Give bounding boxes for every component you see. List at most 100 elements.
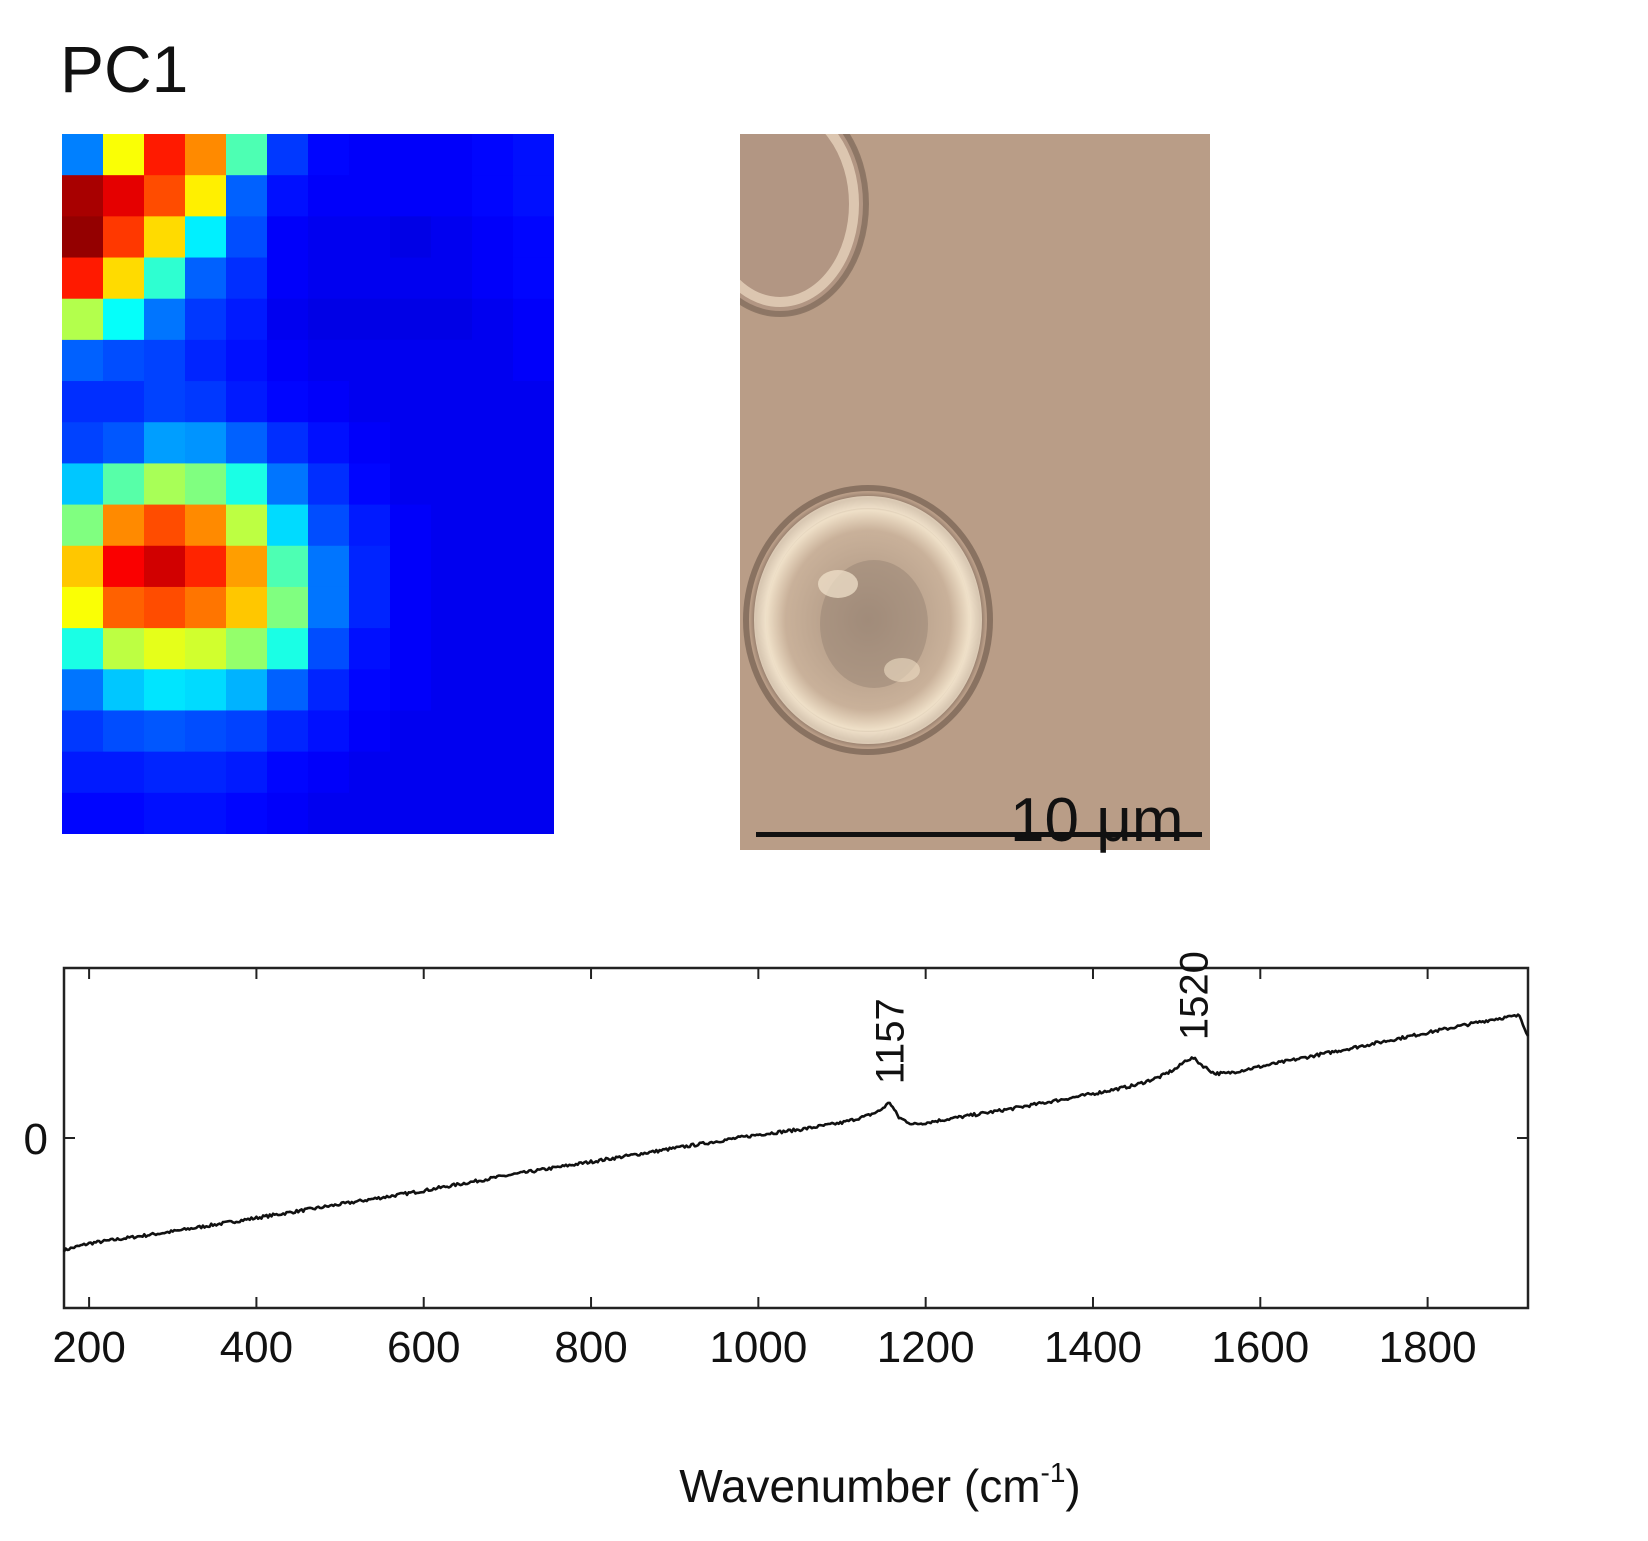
heatmap-cell — [185, 628, 227, 670]
heatmap-cell — [62, 710, 104, 753]
panel-title: PC1 — [60, 32, 189, 106]
heatmap-cell — [431, 381, 473, 423]
heatmap-cell — [513, 751, 554, 794]
heatmap-cell — [390, 792, 432, 834]
heatmap-cell — [144, 545, 186, 588]
heatmap-cell — [144, 381, 186, 423]
heatmap-cell — [185, 463, 227, 506]
heatmap-cell — [144, 792, 186, 834]
spectrum-series — [62, 1013, 1530, 1253]
heatmap-cell — [185, 586, 227, 629]
heatmap-cell — [308, 175, 350, 217]
heatmap-cell — [185, 134, 227, 176]
heatmap-cell — [62, 545, 104, 588]
cell-micrograph — [740, 134, 1210, 850]
heatmap-cell — [308, 463, 350, 506]
heatmap-cell — [103, 298, 145, 341]
x-tick-label: 400 — [220, 1323, 293, 1372]
heatmap-cell — [390, 751, 432, 794]
heatmap-cell — [144, 257, 186, 300]
heatmap-cell — [472, 339, 514, 382]
heatmap-cell — [144, 628, 186, 670]
heatmap-cell — [103, 134, 145, 176]
x-axis-label: Wavenumber (cm-1) — [679, 1457, 1081, 1512]
heatmap-cell — [349, 298, 391, 341]
plot-frame — [62, 966, 1530, 1310]
x-axis-label-superscript: -1 — [1041, 1457, 1066, 1488]
heatmap-cell — [103, 216, 145, 259]
heatmap-cell — [267, 175, 309, 217]
heatmap-cell — [103, 669, 145, 712]
heatmap-cell — [431, 628, 473, 670]
heatmap-cell — [267, 545, 309, 588]
x-tick-label: 1800 — [1379, 1323, 1477, 1372]
heatmap-cell — [62, 586, 104, 629]
heatmap-cell — [431, 216, 473, 259]
heatmap-cell — [390, 669, 432, 712]
heatmap-cell — [144, 751, 186, 794]
x-tick-label: 600 — [387, 1323, 460, 1372]
heatmap-cell — [472, 628, 514, 670]
x-tick-label: 1400 — [1044, 1323, 1142, 1372]
x-axis-label-close: ) — [1065, 1460, 1080, 1512]
heatmap-cell — [62, 751, 104, 794]
heatmap-cell — [308, 257, 350, 300]
heatmap-cell — [267, 216, 309, 259]
heatmap-cell — [103, 545, 145, 588]
heatmap-cell — [349, 628, 391, 670]
heatmap-cell — [513, 710, 554, 753]
heatmap-cell — [267, 257, 309, 300]
heatmap-cell — [144, 586, 186, 629]
heatmap-cell — [62, 504, 104, 547]
heatmap-cell — [390, 504, 432, 547]
heatmap-cell — [103, 339, 145, 382]
heatmap-cell — [431, 339, 473, 382]
heatmap-cell — [226, 545, 268, 588]
heatmap-cell — [513, 669, 554, 712]
heatmap-cell — [513, 381, 554, 423]
heatmap-cell — [144, 422, 186, 465]
heatmap-cell — [513, 628, 554, 670]
heatmap-cell — [144, 216, 186, 259]
heatmap-cell — [144, 710, 186, 753]
heatmap-cell — [308, 710, 350, 753]
heatmap-cell — [431, 422, 473, 465]
heatmap-cell — [349, 710, 391, 753]
heatmap-cell — [431, 298, 473, 341]
heatmap-cell — [308, 792, 350, 834]
heatmap-cell — [62, 216, 104, 259]
heatmap-cell — [62, 628, 104, 670]
heatmap-cell — [267, 751, 309, 794]
heatmap-cell — [431, 504, 473, 547]
heatmap-cell — [431, 134, 473, 176]
heatmap-cell — [226, 339, 268, 382]
heatmap-cell — [267, 628, 309, 670]
heatmap-cell — [472, 504, 514, 547]
heatmap-cell — [349, 586, 391, 629]
heatmap-cell — [62, 381, 104, 423]
heatmap-cell — [431, 669, 473, 712]
heatmap-cell — [103, 381, 145, 423]
heatmap-cell — [185, 710, 227, 753]
heatmap-cell — [513, 586, 554, 629]
heatmap-cell — [390, 586, 432, 629]
heatmap-cell — [349, 669, 391, 712]
heatmap-cell — [513, 792, 554, 834]
heatmap-cell — [308, 545, 350, 588]
heatmap-cell — [431, 257, 473, 300]
heatmap-cell — [226, 463, 268, 506]
heatmap-cell — [308, 216, 350, 259]
heatmap-cell — [267, 381, 309, 423]
heatmap-cell — [472, 669, 514, 712]
heatmap-cell — [472, 586, 514, 629]
heatmap-cell — [226, 175, 268, 217]
heatmap-cell — [349, 257, 391, 300]
x-tick-label: 200 — [52, 1323, 125, 1372]
heatmap-cell — [349, 134, 391, 176]
scale-bar-label: 10 μm — [1010, 786, 1184, 855]
heatmap-cell — [513, 216, 554, 259]
heatmap-cell — [267, 422, 309, 465]
heatmap-cell — [62, 257, 104, 300]
heatmap-cell — [62, 298, 104, 341]
heatmap-cell — [267, 669, 309, 712]
